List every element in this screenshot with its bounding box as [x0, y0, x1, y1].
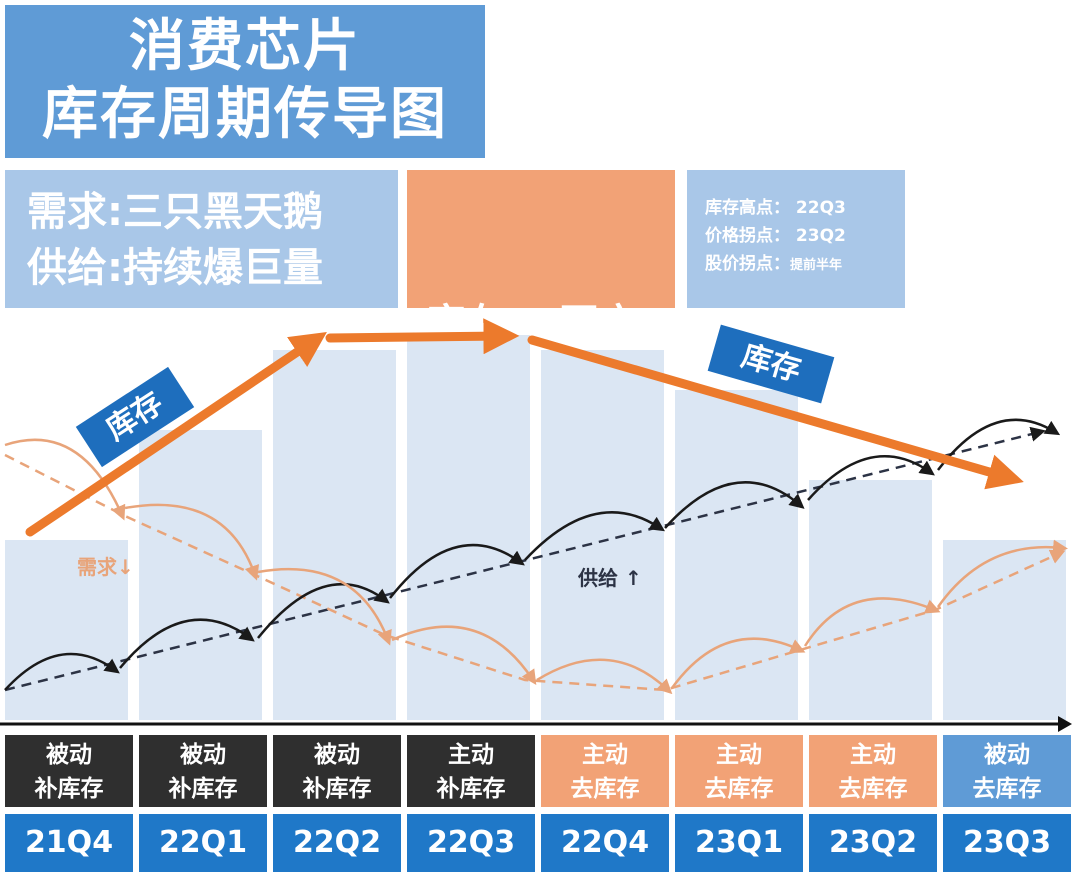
inventory-bar	[273, 350, 396, 720]
phase-action: 去库存	[838, 776, 908, 802]
quarter-label: 21Q4	[5, 814, 133, 872]
quarter-label: 22Q1	[139, 814, 267, 872]
supply-arc	[119, 618, 255, 669]
phase-action: 补库存	[34, 776, 104, 802]
inventory-bar	[541, 350, 664, 720]
phase-type: 主动	[716, 742, 762, 768]
phase-cell: 主动 去库存	[809, 735, 937, 807]
phase-cell: 主动 去库存	[541, 735, 669, 807]
phase-action: 补库存	[168, 776, 238, 802]
title-line-2: 库存周期传导图	[42, 82, 448, 147]
phase-type: 主动	[850, 742, 896, 768]
demand-arc	[391, 625, 537, 686]
demand-label: 需求↓	[77, 555, 134, 579]
demand-arc	[124, 503, 260, 581]
supply-arc	[664, 481, 805, 529]
supply-arc	[807, 455, 935, 501]
demand-arc	[536, 658, 673, 695]
inventory-bar	[675, 390, 798, 720]
phase-action: 去库存	[570, 776, 640, 802]
inventory-bar	[407, 335, 530, 720]
phase-cell: 被动 补库存	[5, 735, 133, 807]
phase-cell: 被动 补库存	[139, 735, 267, 807]
inventory-bar	[139, 430, 262, 720]
phase-cell: 主动 去库存	[675, 735, 803, 807]
quarter-label: 23Q3	[943, 814, 1071, 872]
supply-label: 供给 ↑	[578, 566, 642, 590]
stock-turning-value: 提前半年	[790, 258, 843, 273]
phase-type: 主动	[582, 742, 628, 768]
phase-type: 被动	[314, 742, 360, 768]
stock-turning-text: 股价拐点：提前半年	[705, 250, 905, 280]
phase-type: 主动	[448, 742, 494, 768]
demand-text: 需求:三只黑天鹅	[27, 189, 323, 235]
inventory-bar	[5, 540, 128, 720]
price-turning-text: 价格拐点： 23Q2	[705, 226, 846, 246]
inventory-bars	[5, 335, 1066, 720]
inventory-arrows	[25, 318, 1024, 537]
stock-turning-label: 股价拐点：	[705, 254, 790, 274]
supply-text: 供给:持续爆巨量	[27, 245, 323, 291]
phase-cell: 被动 补库存	[273, 735, 401, 807]
phase-action: 去库存	[704, 776, 774, 802]
demand-arc	[257, 567, 392, 646]
time-axis-arrowhead	[1058, 716, 1072, 732]
demand-arc	[803, 597, 941, 647]
supply-arc	[524, 511, 666, 561]
inventory-peak-arrow	[325, 318, 520, 355]
demand-arcs	[4, 438, 1068, 695]
phase-cell: 被动 去库存	[943, 735, 1071, 807]
inventory-rise-arrow	[25, 331, 327, 537]
title-line-1: 消费芯片	[129, 14, 361, 79]
phase-action: 去库存	[972, 776, 1042, 802]
phase-action: 补库存	[436, 776, 506, 802]
supply-arc	[257, 583, 390, 639]
phase-type: 被动	[984, 742, 1030, 768]
phase-cell: 主动 补库存	[407, 735, 535, 807]
quarter-label: 22Q3	[407, 814, 535, 872]
title-box: 消费芯片 库存周期传导图	[5, 5, 485, 158]
demand-arc	[4, 438, 126, 521]
inventory-bar	[943, 540, 1066, 720]
supply-arcs	[4, 418, 1061, 691]
inventory-peak-text: 库存高点： 22Q3	[705, 198, 846, 218]
quarter-label: 23Q1	[675, 814, 803, 872]
supply-arc	[389, 543, 525, 599]
phase-type: 被动	[180, 742, 226, 768]
quarter-label: 22Q2	[273, 814, 401, 872]
inventory-fall-arrow	[527, 335, 1024, 490]
supply-arc	[4, 652, 120, 691]
phase-action: 补库存	[302, 776, 372, 802]
demand-arc	[670, 637, 806, 689]
supply-arc	[937, 418, 1061, 471]
demand-supply-box: 需求:三只黑天鹅 供给:持续爆巨量	[5, 170, 398, 308]
quarter-label: 22Q4	[541, 814, 669, 872]
phase-type: 被动	[46, 742, 92, 768]
quarter-label: 23Q2	[809, 814, 937, 872]
demand-arc	[936, 539, 1068, 608]
turning-points-box: 库存高点： 22Q3 价格拐点： 23Q2 股价拐点：提前半年	[687, 170, 905, 308]
